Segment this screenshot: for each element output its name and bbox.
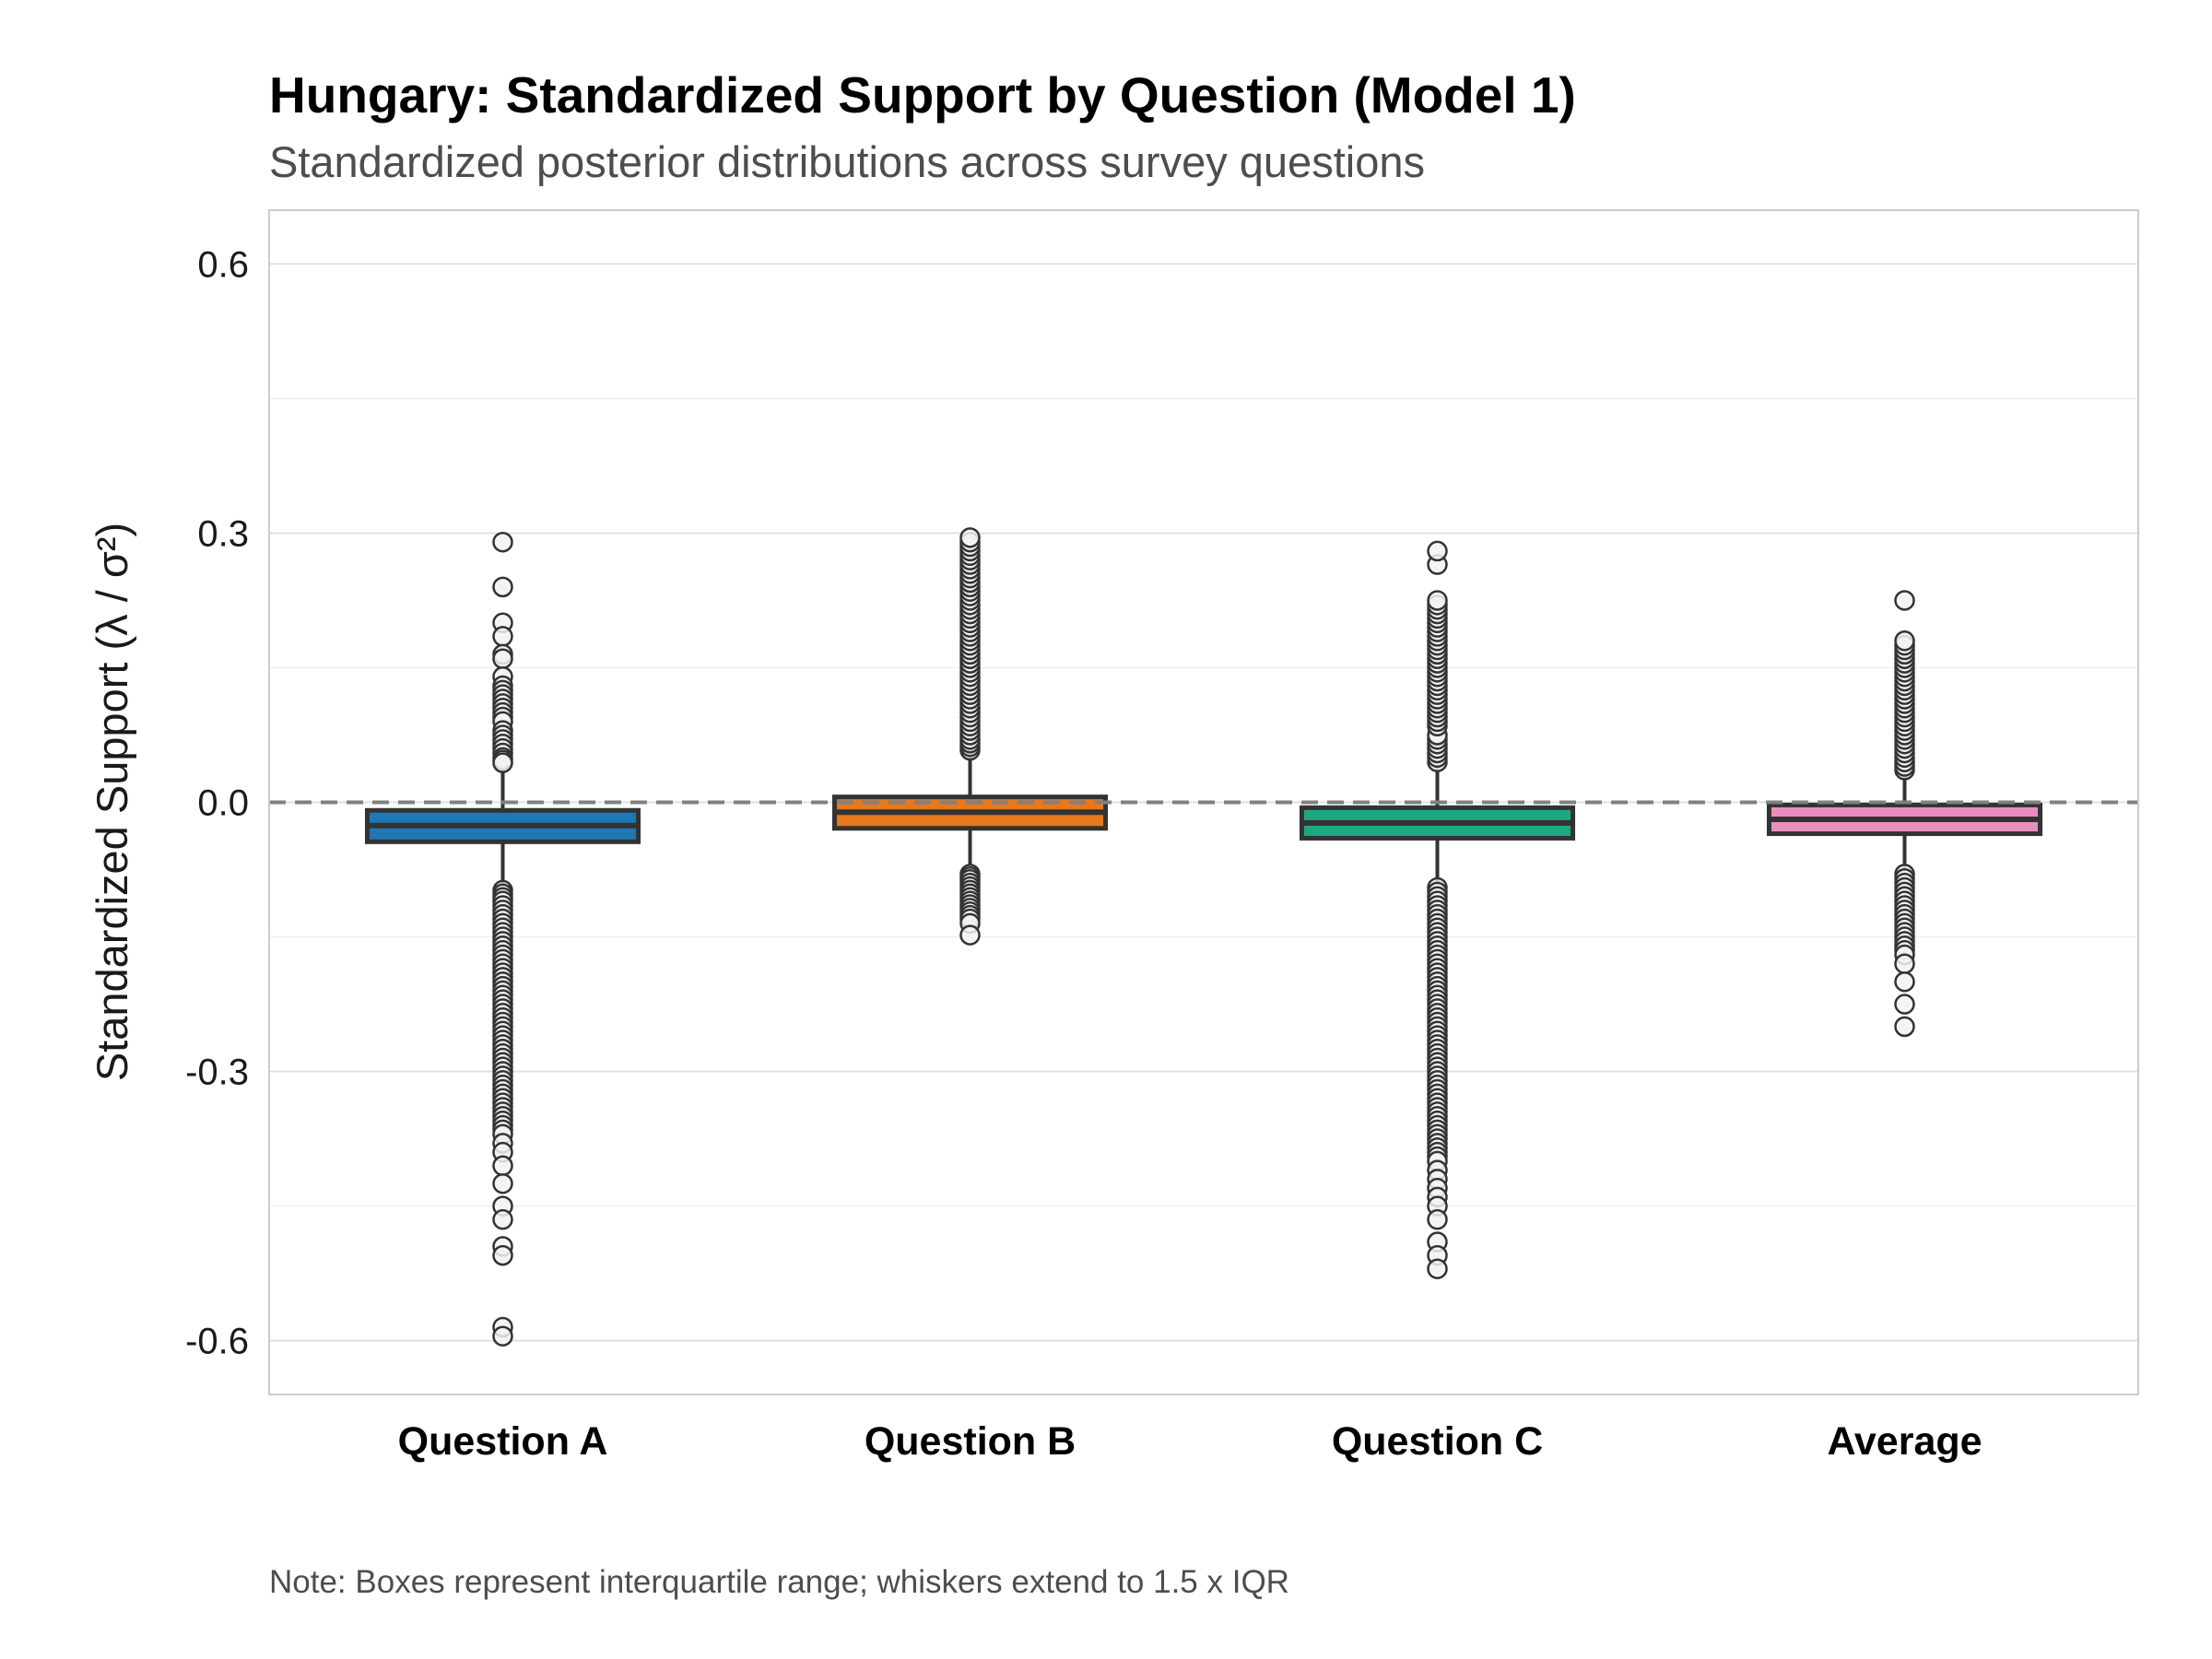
boxes-layer (364, 752, 2043, 888)
y-tick-label: 0.6 (197, 244, 249, 285)
outlier-point (1427, 1258, 1448, 1279)
outlier-point (1894, 1016, 1915, 1038)
outlier-point (1427, 590, 1448, 611)
y-tick-label: -0.3 (185, 1053, 249, 1093)
y-tick-labels: 0.6 0.3 0.0 -0.3 -0.6 (185, 244, 249, 1361)
x-tick-label: Question C (1332, 1419, 1543, 1464)
outlier-point (492, 1208, 513, 1230)
outlier-point (492, 1325, 513, 1347)
x-tick-labels: Question A Question B Question C Average (398, 1419, 1983, 1464)
x-tick-label: Average (1827, 1419, 1982, 1464)
x-tick-label: Question B (865, 1419, 1076, 1464)
outlier-point (492, 752, 513, 773)
outlier-point (959, 924, 981, 946)
y-tick-label: 0.0 (197, 783, 249, 824)
outlier-point (1894, 953, 1915, 974)
outlier-point (492, 576, 513, 598)
outlier-point (492, 626, 513, 647)
y-tick-label: 0.3 (197, 513, 249, 554)
outlier-point (492, 1155, 513, 1177)
outlier-point (1894, 630, 1915, 652)
chart-title: Hungary: Standardized Support by Questio… (269, 66, 1576, 124)
y-tick-label: -0.6 (185, 1322, 249, 1362)
outlier-point (959, 527, 981, 548)
chart-subtitle: Standardized posterior distributions acr… (269, 137, 1425, 186)
outlier-point (492, 531, 513, 553)
outlier-point (492, 1172, 513, 1194)
outlier-point (1894, 994, 1915, 1015)
chart-caption: Note: Boxes represent interquartile rang… (269, 1564, 1289, 1600)
outlier-point (1427, 1208, 1448, 1230)
outlier-point (1894, 971, 1915, 993)
outlier-point (492, 1244, 513, 1266)
plot-panel-border (268, 209, 2139, 1395)
outlier-point (1894, 590, 1915, 611)
x-tick-label: Question A (398, 1419, 608, 1464)
outlier-point (492, 648, 513, 669)
outlier-point (1427, 540, 1448, 562)
outliers-layer (492, 527, 1915, 1347)
y-axis-label: Standardized Support (λ / σ²) (88, 523, 136, 1081)
